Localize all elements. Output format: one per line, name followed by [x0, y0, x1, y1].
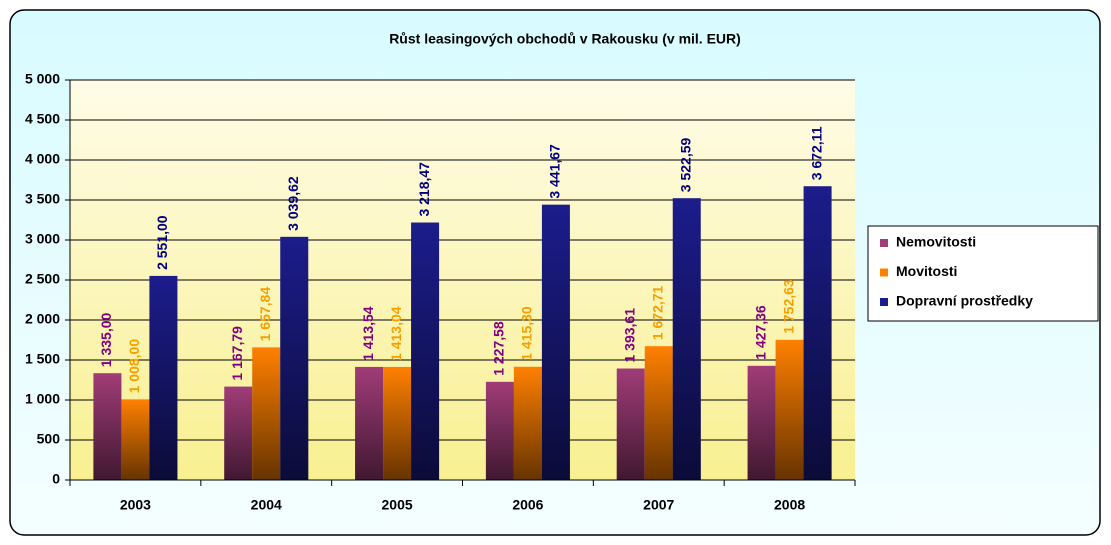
legend-swatch — [880, 268, 888, 277]
legend — [867, 225, 1099, 322]
value-label: 1 672,71 — [649, 285, 665, 340]
y-tick-label: 2 500 — [25, 271, 60, 287]
value-label: 1 415,30 — [519, 306, 535, 361]
y-tick-label: 3 000 — [25, 231, 60, 247]
bar-shade — [93, 373, 122, 480]
bar-shade — [252, 347, 281, 480]
legend-swatch — [880, 298, 888, 306]
bar-shade — [747, 365, 776, 480]
value-label: 1 335,00 — [98, 312, 114, 367]
bar-shade — [644, 346, 673, 480]
x-tick-label: 2007 — [643, 497, 674, 513]
value-label: 3 672,11 — [808, 126, 824, 180]
value-label: 1 413,04 — [388, 306, 404, 361]
value-label: 3 218,47 — [416, 162, 432, 217]
value-label: 1 167,79 — [229, 326, 245, 381]
chart-title: Růst leasingových obchodů v Rakousku (v … — [389, 31, 741, 47]
y-tick-label: 4 500 — [25, 111, 60, 127]
y-tick-label: 1 500 — [25, 351, 60, 367]
bar-shade — [280, 236, 309, 480]
bar-shade — [411, 222, 440, 480]
bar-shade — [775, 339, 804, 480]
bar-shade — [383, 366, 412, 480]
legend-swatch — [880, 239, 888, 247]
legend-label: Movitosti — [896, 263, 957, 279]
value-label: 1 657,84 — [257, 287, 273, 342]
value-label: 2 551,00 — [154, 215, 170, 270]
value-label: 1 427,36 — [752, 305, 768, 360]
y-tick-label: 2 000 — [25, 311, 60, 327]
value-label: 3 039,62 — [285, 176, 301, 231]
bar-shade — [672, 198, 701, 480]
value-label: 1 393,61 — [621, 308, 637, 363]
x-tick-label: 2004 — [251, 497, 282, 513]
value-label: 1 227,58 — [491, 321, 507, 376]
bar-shade — [541, 204, 570, 481]
y-tick-label: 4 000 — [25, 151, 60, 167]
x-tick-label: 2006 — [512, 497, 543, 513]
bar-shade — [355, 366, 384, 480]
y-tick-label: 5 000 — [25, 71, 60, 87]
y-tick-label: 1 000 — [25, 391, 60, 407]
bar-shade — [149, 275, 178, 480]
bar-shade — [803, 186, 832, 480]
legend-label: Dopravní prostředky — [896, 293, 1033, 309]
y-tick-label: 500 — [37, 431, 61, 447]
bar-shade — [485, 381, 514, 480]
value-label: 3 522,59 — [677, 137, 693, 192]
value-label: 1 752,63 — [780, 279, 796, 334]
y-tick-label: 0 — [52, 471, 60, 487]
value-label: 1 413,54 — [360, 306, 376, 361]
value-label: 1 008,00 — [126, 339, 142, 394]
x-tick-label: 2008 — [774, 497, 805, 513]
bar-shade — [513, 366, 542, 480]
x-tick-label: 2005 — [382, 497, 413, 513]
x-tick-label: 2003 — [120, 497, 151, 513]
y-tick-label: 3 500 — [25, 191, 60, 207]
legend-label: Nemovitosti — [896, 234, 976, 250]
value-label: 3 441,67 — [547, 144, 563, 199]
bar-shade — [121, 399, 150, 480]
bar-shade — [616, 368, 645, 480]
bar-shade — [224, 386, 253, 480]
